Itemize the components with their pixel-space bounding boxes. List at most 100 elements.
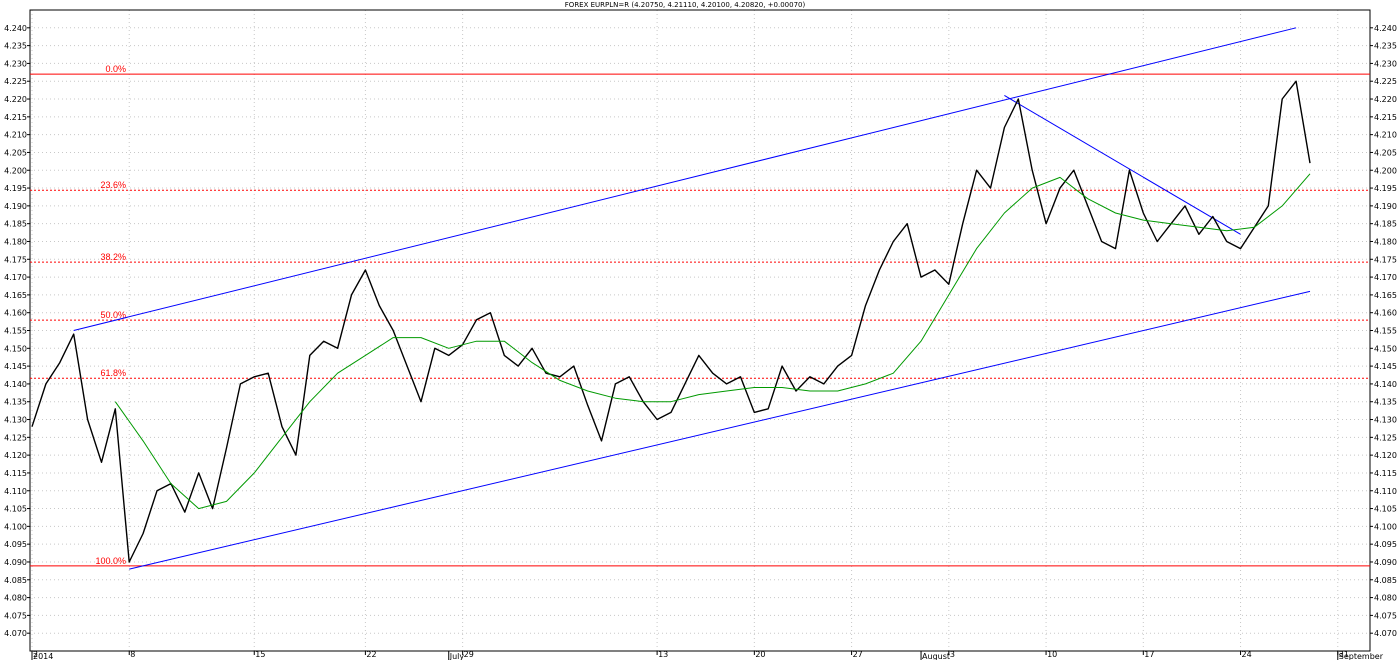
y-tick-label-right: 4.115	[1374, 469, 1397, 478]
y-tick-label-right: 4.170	[1374, 273, 1397, 282]
y-tick-label-left: 4.220	[4, 95, 27, 104]
y-tick-label-right: 4.155	[1374, 327, 1397, 336]
y-tick-label-left: 4.175	[4, 255, 27, 264]
y-tick-label-left: 4.150	[4, 344, 27, 353]
y-tick-label-right: 4.095	[1374, 540, 1397, 549]
y-axis-right: 4.070 4.075 4.080 4.085 4.090 4.095 4.100 4.105…	[1370, 24, 1397, 638]
y-tick-label-left: 4.165	[4, 291, 27, 300]
x-tick-label: 3	[950, 650, 955, 659]
y-tick-label-left: 4.185	[4, 220, 27, 229]
y-tick-label-left: 4.145	[4, 362, 27, 371]
y-tick-label-right: 4.220	[1374, 95, 1397, 104]
y-tick-label-left: 4.115	[4, 469, 27, 478]
trend-line	[1004, 95, 1241, 235]
y-tick-label-right: 4.135	[1374, 398, 1397, 407]
x-axis: 2 8 15 22 29 13 20 27 3 10 17 24 31 2014 July August Sep…	[31, 650, 1384, 660]
x-period-label: August	[922, 652, 950, 660]
y-tick-label-left: 4.215	[4, 113, 27, 122]
fib-level-label: 38.2%	[100, 252, 126, 262]
y-tick-label-right: 4.165	[1374, 291, 1397, 300]
x-tick-label: 13	[658, 650, 668, 659]
y-tick-label-right: 4.195	[1374, 184, 1397, 193]
y-tick-label-right: 4.180	[1374, 237, 1397, 246]
trend-line	[129, 290, 1311, 570]
y-tick-label-right: 4.140	[1374, 380, 1397, 389]
y-tick-label-left: 4.125	[4, 433, 27, 442]
y-tick-label-left: 4.225	[4, 77, 27, 86]
grid	[30, 10, 1370, 651]
y-tick-label-left: 4.240	[4, 24, 27, 33]
x-tick-label: 22	[366, 650, 376, 659]
y-tick-label-right: 4.075	[1374, 611, 1397, 620]
y-tick-label-right: 4.210	[1374, 131, 1397, 140]
y-tick-label-left: 4.075	[4, 611, 27, 620]
y-tick-label-left: 4.095	[4, 540, 27, 549]
y-tick-label-left: 4.110	[4, 487, 27, 496]
y-tick-label-right: 4.230	[1374, 59, 1397, 68]
y-tick-label-left: 4.085	[4, 576, 27, 585]
x-tick-label: 24	[1242, 650, 1252, 659]
moving-average-line	[114, 173, 1311, 510]
y-tick-label-left: 4.230	[4, 59, 27, 68]
y-tick-label-left: 4.105	[4, 505, 27, 514]
y-tick-label-left: 4.210	[4, 131, 27, 140]
y-tick-label-left: 4.155	[4, 327, 27, 336]
fib-level-label: 61.8%	[100, 368, 126, 378]
y-tick-label-right: 4.205	[1374, 148, 1397, 157]
y-tick-label-right: 4.110	[1374, 487, 1397, 496]
y-tick-label-right: 4.225	[1374, 77, 1397, 86]
x-tick-label: 17	[1144, 650, 1154, 659]
y-tick-label-right: 4.200	[1374, 166, 1397, 175]
y-tick-label-right: 4.215	[1374, 113, 1397, 122]
fib-level-label: 0.0%	[105, 64, 126, 74]
y-tick-label-right: 4.185	[1374, 220, 1397, 229]
y-tick-label-right: 4.130	[1374, 416, 1397, 425]
y-tick-label-left: 4.160	[4, 309, 27, 318]
y-tick-label-right: 4.070	[1374, 629, 1397, 638]
y-tick-label-left: 4.130	[4, 416, 27, 425]
y-tick-label-right: 4.120	[1374, 451, 1397, 460]
y-tick-label-right: 4.190	[1374, 202, 1397, 211]
price-series-line	[31, 80, 1311, 563]
y-tick-label-left: 4.180	[4, 237, 27, 246]
x-tick-label: 10	[1047, 650, 1057, 659]
y-tick-label-left: 4.195	[4, 184, 27, 193]
x-period-label: 2014	[33, 652, 53, 660]
x-tick-label: 8	[130, 650, 135, 659]
y-tick-label-right: 4.150	[1374, 344, 1397, 353]
trend-lines	[73, 27, 1311, 570]
y-tick-label-right: 4.105	[1374, 505, 1397, 514]
y-tick-label-right: 4.235	[1374, 42, 1397, 51]
y-axis-left: 4.070 4.075 4.080 4.085 4.090 4.095 4.100 4.105…	[4, 24, 30, 638]
trend-line	[73, 27, 1297, 331]
y-tick-label-right: 4.145	[1374, 362, 1397, 371]
x-tick-label: 2	[33, 650, 38, 659]
y-tick-label-left: 4.140	[4, 380, 27, 389]
y-tick-label-left: 4.190	[4, 202, 27, 211]
series-lines	[31, 80, 1311, 563]
chart-title: FOREX EURPLN=R (4.20750, 4.21110, 4.2010…	[565, 1, 806, 9]
x-tick-label: 31	[1339, 650, 1349, 659]
y-tick-label-right: 4.090	[1374, 558, 1397, 567]
y-tick-label-left: 4.100	[4, 522, 27, 531]
y-tick-label-left: 4.200	[4, 166, 27, 175]
fib-level-label: 23.6%	[100, 180, 126, 190]
y-tick-label-left: 4.090	[4, 558, 27, 567]
y-tick-label-right: 4.080	[1374, 594, 1397, 603]
fib-level-label: 50.0%	[100, 310, 126, 320]
y-tick-label-left: 4.135	[4, 398, 27, 407]
y-tick-label-left: 4.080	[4, 594, 27, 603]
y-tick-label-left: 4.235	[4, 42, 27, 51]
y-tick-label-left: 4.120	[4, 451, 27, 460]
y-tick-label-right: 4.175	[1374, 255, 1397, 264]
x-tick-label: 27	[853, 650, 863, 659]
fib-level-label: 100.0%	[95, 556, 126, 566]
x-tick-label: 29	[464, 650, 474, 659]
y-tick-label-right: 4.240	[1374, 24, 1397, 33]
y-tick-label-right: 4.160	[1374, 309, 1397, 318]
y-tick-label-right: 4.100	[1374, 522, 1397, 531]
x-period-label: September	[1339, 652, 1384, 660]
y-tick-label-right: 4.085	[1374, 576, 1397, 585]
y-tick-label-left: 4.205	[4, 148, 27, 157]
